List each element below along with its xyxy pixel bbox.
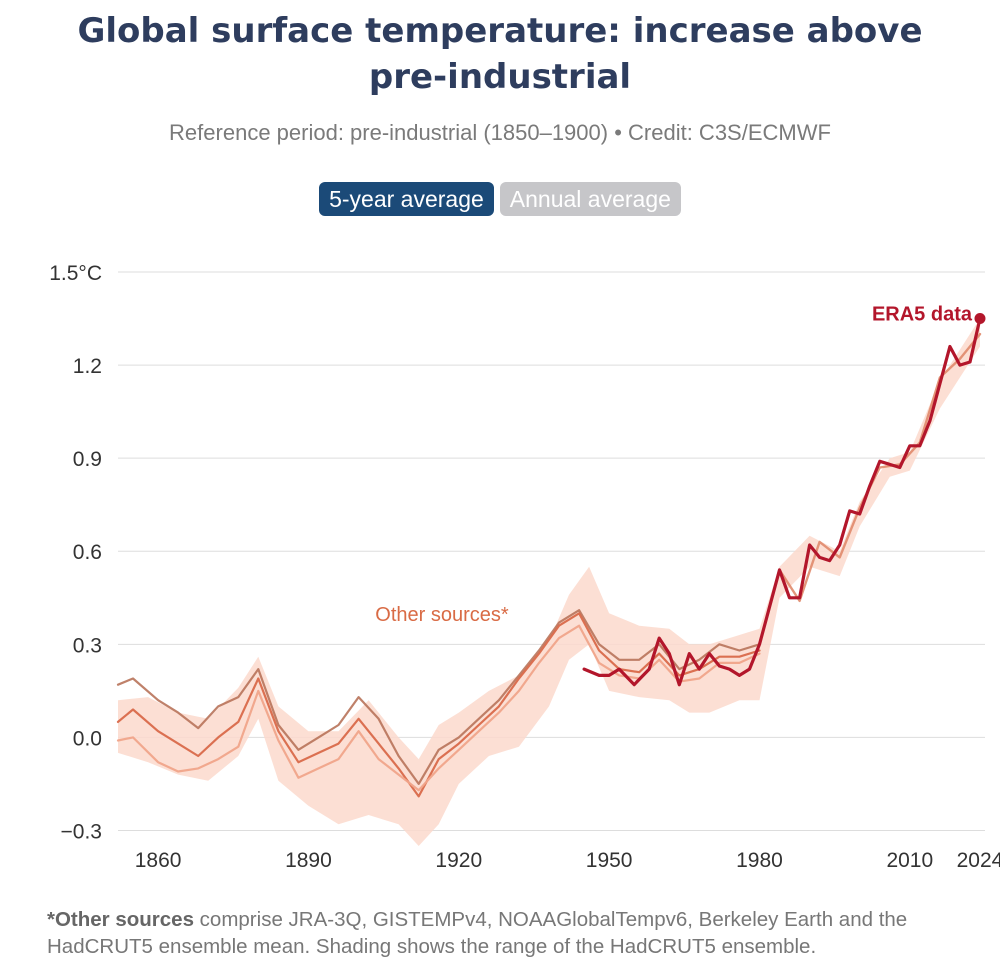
chart-title-line2: pre-industrial <box>368 57 632 97</box>
x-tick-label: 2010 <box>886 849 933 872</box>
y-tick-label: 0.3 <box>73 634 102 657</box>
x-tick-label: 1950 <box>586 849 633 872</box>
era5-line <box>582 316 982 687</box>
hadcrut5-band <box>118 318 980 846</box>
y-tick-label: 0.6 <box>73 541 102 564</box>
y-tick-label: 1.2 <box>73 355 102 378</box>
y-tick-label: −0.3 <box>61 820 102 843</box>
toggle-annual-average[interactable]: Annual average <box>499 182 681 216</box>
y-tick-label: 1.5°C <box>49 262 102 285</box>
annotations: ERA5 data Other sources* <box>375 304 986 626</box>
footnote-bold: *Other sources <box>47 908 194 931</box>
x-tick-label: 2024 <box>957 849 1000 872</box>
y-axis-ticks: −0.3 0.0 0.3 0.6 0.9 1.2 1.5°C <box>49 262 102 843</box>
era5-endpoint-marker <box>974 313 986 325</box>
footnote-text: comprise JRA-3Q, GISTEMPv4, NOAAGlobalTe… <box>47 908 908 958</box>
y-tick-label: 0.9 <box>73 448 102 471</box>
footnote: *Other sources comprise JRA-3Q, GISTEMPv… <box>47 906 977 960</box>
x-tick-label: 1860 <box>135 849 182 872</box>
x-tick-label: 1920 <box>435 849 482 872</box>
chart-subtitle: Reference period: pre-industrial (1850–1… <box>169 120 831 145</box>
toggle-5-year-average[interactable]: 5-year average <box>319 182 494 216</box>
x-tick-label: 1980 <box>736 849 783 872</box>
other-sources-upper-line <box>116 609 761 785</box>
era5-label: ERA5 data <box>872 304 973 326</box>
chart-title-line1: Global surface temperature: increase abo… <box>77 11 923 51</box>
other-sources-lower-line <box>116 624 761 792</box>
series-lines <box>116 316 982 798</box>
other-sources-label: Other sources* <box>375 604 509 626</box>
x-tick-label: 1890 <box>285 849 332 872</box>
chart-title: Global surface temperature: increase abo… <box>0 8 1000 100</box>
average-toggle-group: 5-year average Annual average <box>0 182 1000 216</box>
hadcrut5-range-band <box>118 318 980 846</box>
x-axis-ticks: 1860 1890 1920 1950 1980 2010 2024 <box>135 849 1000 872</box>
y-tick-label: 0.0 <box>73 727 102 750</box>
temperature-chart: −0.3 0.0 0.3 0.6 0.9 1.2 1.5°C 1860 1890 1920 195… <box>49 262 1000 872</box>
gridlines <box>118 271 985 831</box>
